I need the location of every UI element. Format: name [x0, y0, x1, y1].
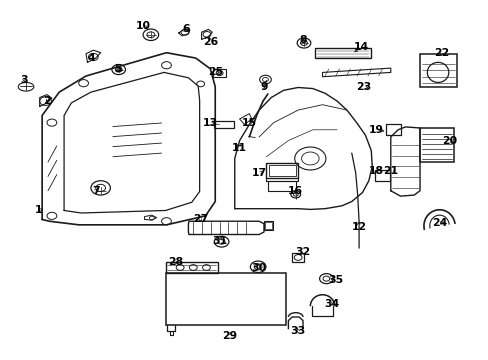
Bar [268, 165, 295, 176]
Bar [166, 262, 217, 273]
Text: 32: 32 [295, 247, 310, 257]
Text: 4: 4 [87, 53, 95, 63]
Bar [419, 54, 456, 87]
Text: 6: 6 [182, 24, 189, 35]
Text: 27: 27 [193, 215, 208, 224]
Text: 33: 33 [290, 325, 305, 336]
Text: 17: 17 [251, 168, 266, 178]
Text: 16: 16 [287, 186, 303, 196]
Text: 14: 14 [353, 42, 368, 52]
Text: 13: 13 [203, 118, 218, 128]
Text: 9: 9 [260, 82, 267, 92]
Bar [264, 222, 271, 229]
Text: 18: 18 [368, 166, 383, 176]
Text: 34: 34 [324, 299, 339, 309]
Text: 1: 1 [35, 206, 42, 216]
Text: 7: 7 [92, 186, 100, 196]
Text: 22: 22 [433, 48, 448, 58]
Bar [292, 253, 304, 262]
Text: 21: 21 [383, 166, 398, 176]
Text: 8: 8 [299, 35, 306, 45]
Text: 10: 10 [135, 21, 150, 31]
Text: 3: 3 [20, 75, 28, 85]
Bar [419, 128, 453, 162]
Text: 26: 26 [203, 37, 218, 47]
Bar [212, 69, 226, 77]
Text: 31: 31 [212, 236, 227, 246]
Bar [166, 273, 285, 325]
Text: 11: 11 [232, 143, 246, 153]
Text: 29: 29 [222, 331, 237, 341]
Text: 15: 15 [242, 118, 256, 128]
Bar [267, 181, 296, 192]
Bar [264, 221, 272, 230]
Text: 25: 25 [207, 67, 223, 77]
Text: 30: 30 [251, 263, 266, 273]
Text: 35: 35 [328, 275, 343, 285]
Text: 28: 28 [167, 257, 183, 267]
Text: 12: 12 [351, 222, 366, 231]
Bar [374, 170, 389, 181]
Bar [315, 48, 370, 58]
Text: 20: 20 [441, 136, 456, 145]
Text: 23: 23 [356, 82, 371, 92]
Bar [385, 125, 400, 135]
Text: 19: 19 [368, 125, 383, 135]
Bar [266, 163, 298, 178]
Text: 5: 5 [114, 64, 121, 74]
Text: 24: 24 [431, 218, 446, 228]
Text: 2: 2 [43, 96, 51, 106]
Bar [214, 121, 233, 128]
